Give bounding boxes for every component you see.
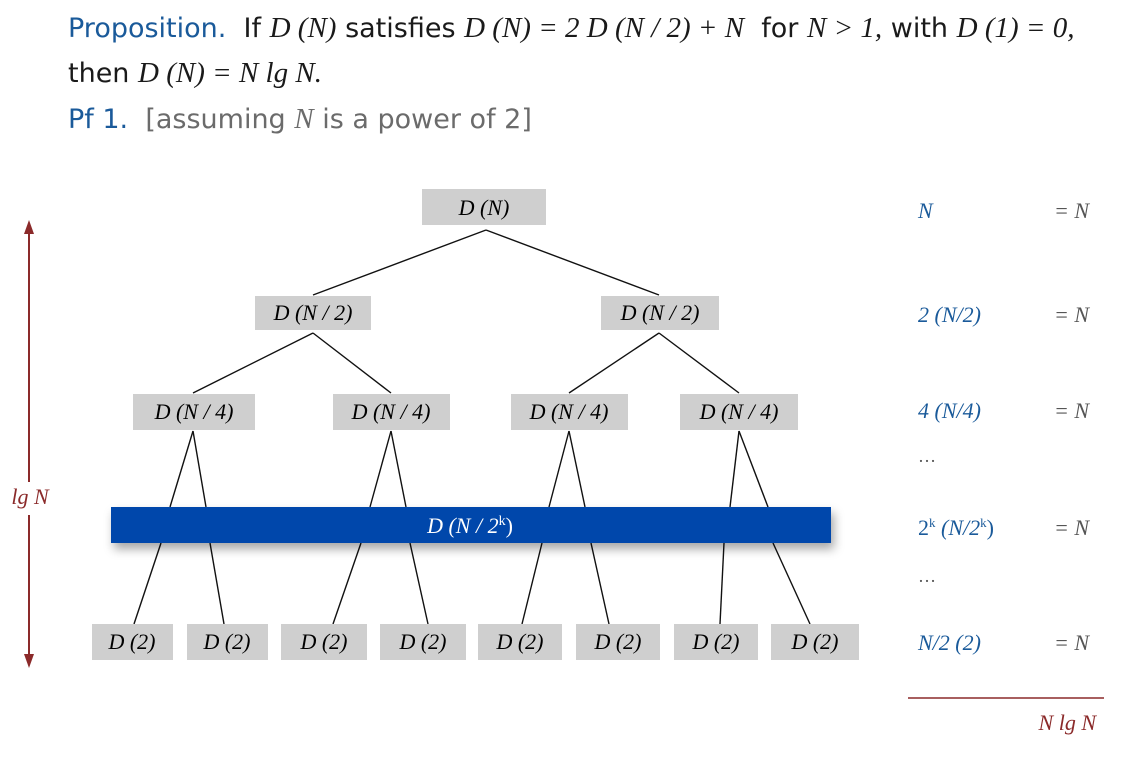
tree-edges (133, 229, 811, 625)
proof-line: Pf 1. [assuming N is a power of 2] (68, 103, 532, 136)
text-then: then (68, 58, 130, 89)
tree-node-level2: D (N / 4) (680, 394, 798, 430)
tree-leaf: D (2) (92, 624, 173, 660)
text-for: for (761, 13, 799, 44)
tree-leaf: D (2) (380, 624, 466, 660)
level-cost: 2 (N/2) (918, 302, 981, 327)
d-n: D (N) (269, 12, 337, 44)
result: D (N) = N lg N. (138, 57, 322, 89)
tree-leaf: D (2) (674, 624, 758, 660)
tree-leaf: D (2) (771, 624, 859, 660)
svg-text:D (N / 2k): D (N / 2k) (426, 513, 513, 538)
leaf-label: D (2) (299, 629, 347, 654)
level2-label: D (N / 4) (351, 399, 431, 424)
leaf-label: D (2) (691, 629, 739, 654)
tree-node-level1: D (N / 2) (601, 296, 719, 330)
recurrence: D (N) = 2 D (N / 2) + N (464, 12, 745, 44)
proposition-line-1: Proposition. If D (N) satisfies D (N) = … (68, 12, 1074, 45)
proof-note-close: is a power of 2] (322, 104, 532, 135)
level-ellipsis: … (918, 446, 936, 466)
tree-node-level2: D (N / 4) (511, 394, 628, 430)
band-close: ) (506, 513, 513, 538)
arrow-up-icon (24, 220, 34, 234)
level1-label: D (N / 2) (273, 300, 353, 325)
tree-node-level2: D (N / 4) (333, 394, 450, 430)
band-label: D (N / 2 (426, 513, 499, 538)
level1-label: D (N / 2) (620, 300, 700, 325)
tree-leaf: D (2) (478, 624, 562, 660)
tree-node-level1: D (N / 2) (255, 296, 371, 330)
leaf-label: D (2) (495, 629, 543, 654)
level-eq: = N (1054, 198, 1090, 223)
text-if: If (243, 13, 262, 44)
level-eq: = N (1054, 515, 1090, 540)
total-sum: N lg N (908, 697, 1104, 735)
level-eq: = N (1054, 630, 1090, 655)
leaf-label: D (2) (593, 629, 641, 654)
level-ellipsis: … (918, 566, 936, 586)
level-costs: N = N 2 (N/2) = N 4 (N/4) = N … 2k (N/2k… (917, 198, 1090, 655)
level-eq: = N (1054, 302, 1090, 327)
leaf-label: D (2) (202, 629, 250, 654)
arrow-down-icon (24, 654, 34, 668)
root-label: D (N) (458, 195, 510, 220)
base-case: D (1) = 0, (956, 12, 1075, 44)
band-superscript: k (499, 514, 506, 529)
proof-note-n: N (294, 103, 314, 135)
text-satisfies: satisfies (345, 13, 456, 44)
leaf-label: D (2) (790, 629, 838, 654)
level2-label: D (N / 4) (154, 399, 234, 424)
height-arrow: lg N (11, 220, 50, 668)
level-cost: N/2 (2) (917, 630, 981, 655)
leaf-label: D (2) (398, 629, 446, 654)
proposition-label: Proposition. (68, 13, 227, 44)
level2-label: D (N / 4) (529, 399, 609, 424)
total-label: N lg N (1038, 710, 1098, 735)
tree-node-root: D (N) (422, 189, 546, 225)
text-with: with (890, 13, 949, 44)
proposition-line-2: then D (N) = N lg N. (68, 57, 322, 90)
proof-note-open: [assuming (145, 104, 286, 135)
level-cost: 2k (N/2k) (918, 515, 994, 540)
level-eq: = N (1054, 398, 1090, 423)
height-label: lg N (11, 484, 50, 509)
level-cost: 4 (N/4) (918, 398, 981, 423)
condition: N > 1, (807, 12, 883, 44)
leaf-label: D (2) (107, 629, 155, 654)
tree-leaf: D (2) (576, 624, 660, 660)
level2-label: D (N / 4) (699, 399, 779, 424)
proof-label: Pf 1. (68, 104, 129, 135)
tree-leaf: D (2) (187, 624, 268, 660)
tree-node-level2: D (N / 4) (133, 394, 255, 430)
tree-leaf: D (2) (281, 624, 367, 660)
level-cost: N (917, 198, 934, 223)
level-k-band: D (N / 2k) (111, 507, 831, 543)
